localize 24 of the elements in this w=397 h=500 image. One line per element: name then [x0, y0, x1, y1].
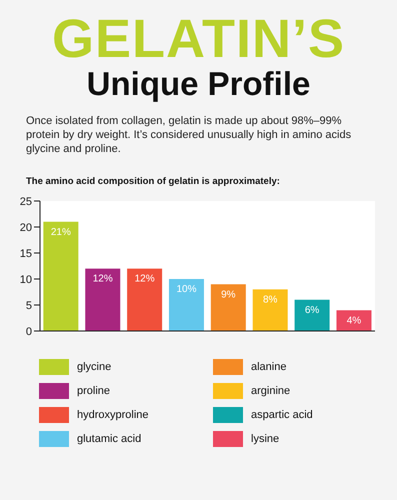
y-tick-label: 0: [26, 326, 32, 338]
legend-label: arginine: [251, 385, 290, 397]
text: The amino acid composition of gelatin is approximately:: [25, 175, 281, 187]
y-tick-label: 20: [20, 222, 32, 234]
data-label: 12%: [92, 274, 113, 285]
text: Once isolated from collagen, gelatin is made up about 98%–99% protein by dry weight. It’s considered unusually high in amino acids glycine and proline.: [25, 114, 352, 156]
legend-label: glutamic acid: [77, 433, 142, 445]
y-tick-label: 5: [26, 300, 32, 312]
data-label: 12%: [134, 274, 155, 285]
data-label: 4%: [346, 315, 362, 326]
data-label: 10%: [176, 284, 197, 296]
data-label: 6%: [304, 304, 320, 316]
y-tick-label: 25: [20, 196, 32, 208]
legend-label: proline: [77, 385, 110, 397]
legend-label: lysine: [251, 433, 280, 445]
data-label: 8%: [263, 294, 278, 306]
legend-label: aspartic acid: [251, 409, 313, 421]
y-tick-label: 15: [20, 248, 32, 260]
data-label: 9%: [221, 289, 236, 300]
legend-label: alanine: [251, 361, 286, 373]
data-label: 21%: [50, 226, 71, 238]
legend-label: glycine: [77, 361, 112, 373]
y-tick-label: 10: [20, 274, 32, 286]
legend-label: hydroxyproline: [77, 409, 149, 421]
